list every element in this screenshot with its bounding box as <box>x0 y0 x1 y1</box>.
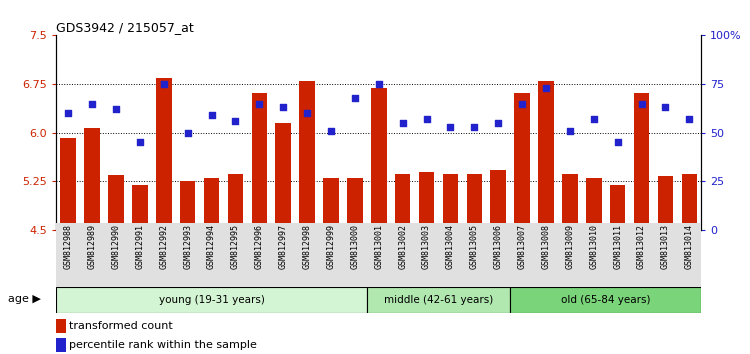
Bar <box>108 175 124 230</box>
Point <box>516 101 528 107</box>
Point <box>468 124 480 130</box>
Text: transformed count: transformed count <box>69 321 173 331</box>
Bar <box>299 81 315 230</box>
Point <box>110 107 122 112</box>
Bar <box>56 287 367 313</box>
Text: GSM813006: GSM813006 <box>494 224 502 269</box>
Point <box>421 116 433 122</box>
Text: GSM812991: GSM812991 <box>135 224 144 269</box>
Bar <box>84 128 100 230</box>
Text: GSM813014: GSM813014 <box>685 224 694 269</box>
Text: GSM812990: GSM812990 <box>112 224 121 269</box>
Bar <box>514 92 529 230</box>
Bar <box>490 170 506 230</box>
Point <box>325 128 337 134</box>
Point <box>301 110 313 116</box>
Point <box>206 113 218 118</box>
Bar <box>562 174 578 230</box>
Text: GSM813012: GSM813012 <box>637 224 646 269</box>
Text: GSM812993: GSM812993 <box>183 224 192 269</box>
Bar <box>204 178 219 230</box>
Point <box>659 105 671 110</box>
Text: GSM812988: GSM812988 <box>64 224 73 269</box>
Bar <box>682 174 697 230</box>
Text: GSM812996: GSM812996 <box>255 224 264 269</box>
Text: GSM812994: GSM812994 <box>207 224 216 269</box>
Bar <box>371 88 386 230</box>
Text: GSM812997: GSM812997 <box>279 224 288 269</box>
Text: GSM812995: GSM812995 <box>231 224 240 269</box>
Bar <box>180 182 196 230</box>
Bar <box>658 176 674 230</box>
Point <box>588 116 600 122</box>
Bar <box>61 138 76 230</box>
Point <box>683 116 695 122</box>
Point <box>373 81 385 87</box>
Text: young (19-31 years): young (19-31 years) <box>158 295 265 305</box>
Bar <box>132 185 148 230</box>
Text: old (65-84 years): old (65-84 years) <box>561 295 650 305</box>
Bar <box>56 338 66 352</box>
Bar <box>56 319 66 333</box>
Text: GSM813010: GSM813010 <box>590 224 598 269</box>
Point <box>635 101 647 107</box>
Text: GSM813004: GSM813004 <box>446 224 455 269</box>
Text: GSM813007: GSM813007 <box>518 224 526 269</box>
Bar <box>442 174 458 230</box>
Point <box>278 105 290 110</box>
Text: GSM813013: GSM813013 <box>661 224 670 269</box>
Bar <box>610 185 626 230</box>
Bar <box>156 78 172 230</box>
Text: GSM813008: GSM813008 <box>542 224 550 269</box>
Point <box>62 110 74 116</box>
Point <box>349 95 361 101</box>
Text: age ▶: age ▶ <box>8 294 40 304</box>
Bar <box>275 123 291 230</box>
Point <box>158 81 170 87</box>
Bar <box>395 174 410 230</box>
Text: GSM813000: GSM813000 <box>350 224 359 269</box>
Point <box>254 101 266 107</box>
Text: GSM813002: GSM813002 <box>398 224 407 269</box>
Bar <box>251 92 267 230</box>
Bar <box>586 178 602 230</box>
Bar <box>634 92 650 230</box>
Point <box>397 120 409 126</box>
Bar <box>323 178 339 230</box>
Text: GSM813009: GSM813009 <box>566 224 574 269</box>
Bar <box>538 81 554 230</box>
Point <box>540 85 552 91</box>
Point <box>230 118 242 124</box>
Point <box>86 101 98 107</box>
Bar <box>56 223 701 287</box>
Bar <box>419 172 434 230</box>
Bar <box>367 287 510 313</box>
Bar <box>347 178 363 230</box>
Text: GDS3942 / 215057_at: GDS3942 / 215057_at <box>56 21 194 34</box>
Bar <box>228 174 243 230</box>
Bar <box>466 174 482 230</box>
Text: GSM812999: GSM812999 <box>326 224 335 269</box>
Point <box>134 140 146 145</box>
Text: GSM812989: GSM812989 <box>88 224 97 269</box>
Point <box>564 128 576 134</box>
Text: GSM813001: GSM813001 <box>374 224 383 269</box>
Point <box>445 124 457 130</box>
Text: middle (42-61 years): middle (42-61 years) <box>384 295 493 305</box>
Text: GSM813003: GSM813003 <box>422 224 431 269</box>
Text: GSM813005: GSM813005 <box>470 224 478 269</box>
Point <box>492 120 504 126</box>
Bar <box>510 287 701 313</box>
Point <box>182 130 194 136</box>
Text: GSM812998: GSM812998 <box>302 224 311 269</box>
Text: GSM813011: GSM813011 <box>614 224 622 269</box>
Point <box>612 140 624 145</box>
Text: percentile rank within the sample: percentile rank within the sample <box>69 340 257 350</box>
Text: GSM812992: GSM812992 <box>159 224 168 269</box>
